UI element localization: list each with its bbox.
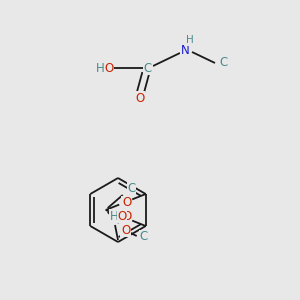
Text: C: C — [128, 182, 136, 194]
Text: C: C — [144, 61, 152, 74]
Text: H: H — [110, 209, 118, 223]
Text: H: H — [186, 35, 194, 45]
Text: O: O — [117, 209, 127, 223]
Text: O: O — [135, 92, 145, 104]
Text: H: H — [96, 61, 104, 74]
Text: O: O — [122, 196, 131, 209]
Text: N: N — [181, 44, 189, 56]
Text: O: O — [121, 224, 130, 236]
Text: C: C — [140, 230, 148, 244]
Text: O: O — [122, 211, 131, 224]
Text: O: O — [104, 61, 114, 74]
Text: C: C — [219, 56, 227, 68]
